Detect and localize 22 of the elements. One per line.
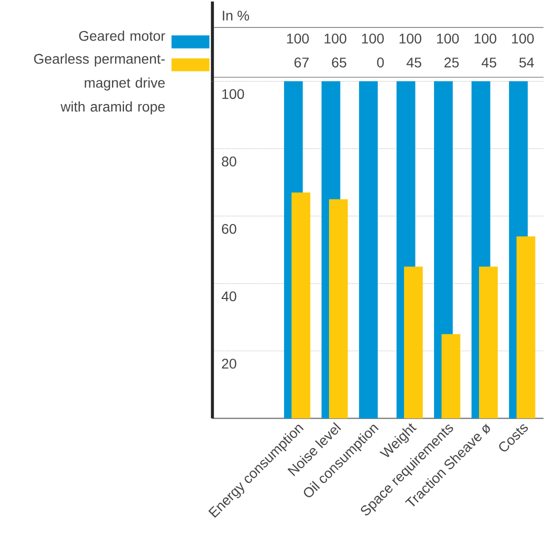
- text: 100: [437, 34, 459, 44]
- y-tick-label: 100: [222, 89, 244, 100]
- text: 67: [294, 58, 309, 68]
- y-tick-label: 80: [222, 156, 236, 166]
- text: 0: [377, 58, 384, 68]
- text: 100: [362, 34, 384, 44]
- y-axis-title: In %: [222, 10, 249, 21]
- text: 100: [287, 34, 309, 44]
- text: 100: [512, 34, 534, 44]
- text: 100: [400, 34, 422, 44]
- text: 100: [324, 34, 346, 44]
- text: 65: [332, 58, 346, 68]
- legend-label: Gearless permanent-magnet drive with aramid rope: [34, 54, 165, 114]
- text: 25: [444, 58, 459, 68]
- text: 54: [519, 58, 534, 68]
- text: 45: [482, 58, 496, 68]
- y-tick-label: 20: [222, 358, 236, 369]
- y-tick-label: 60: [222, 224, 236, 234]
- legend-label: Geared motor: [79, 30, 166, 41]
- text: 100: [474, 34, 496, 44]
- y-tick-label: 40: [222, 291, 236, 302]
- text: 45: [406, 58, 422, 68]
